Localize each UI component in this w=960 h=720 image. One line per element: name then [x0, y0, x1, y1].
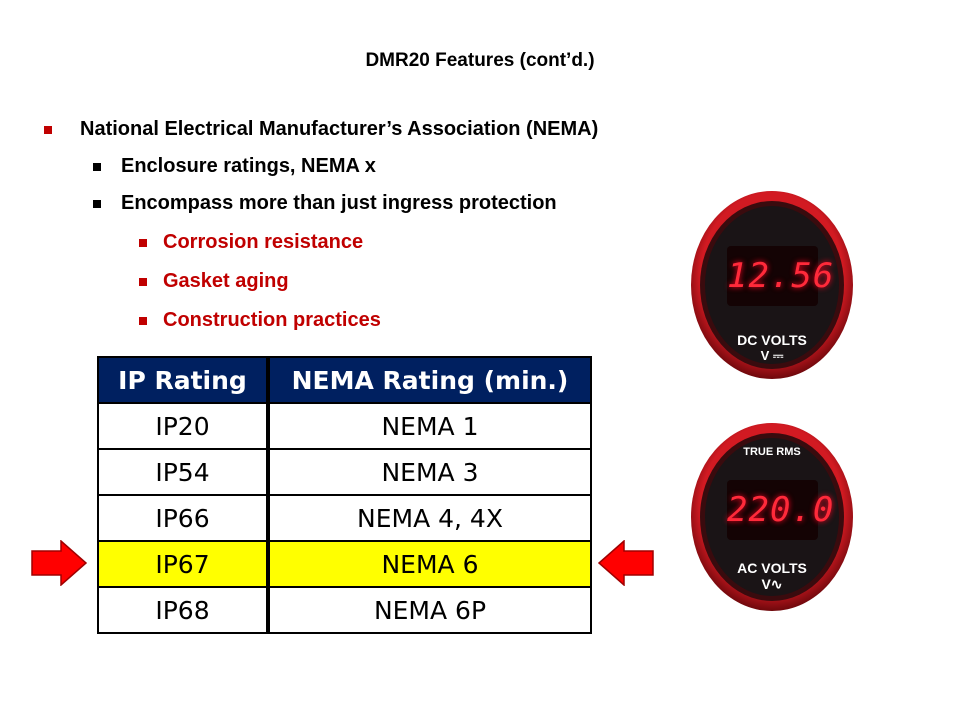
true-rms-label: TRUE RMS — [743, 446, 801, 458]
nema-cell: NEMA 6P — [267, 586, 592, 634]
table-row: IP20 NEMA 1 — [97, 402, 592, 450]
bullet-text: Encompass more than just ingress protect… — [121, 192, 557, 214]
nema-cell: NEMA 1 — [267, 402, 592, 450]
dc-volts-label: DC VOLTS — [737, 332, 807, 348]
dc-unit-label: V ⎓ — [760, 348, 784, 363]
ip-cell: IP54 — [97, 448, 270, 496]
bullet-enclosure-ratings: Enclosure ratings, NEMA x — [93, 155, 376, 178]
bullet-construction: Construction practices — [139, 309, 381, 332]
bullet-marker — [44, 126, 52, 134]
table-row: IP54 NEMA 3 — [97, 448, 592, 496]
table-row-highlighted: IP67 NEMA 6 — [97, 540, 592, 588]
bullet-corrosion: Corrosion resistance — [139, 231, 364, 254]
table-header-row: IP Rating NEMA Rating (min.) — [97, 356, 592, 404]
left-arrow-icon — [598, 540, 654, 586]
ac-voltmeter: TRUE RMS 220.0 AC VOLTS V∿ — [690, 422, 854, 612]
table-row: IP66 NEMA 4, 4X — [97, 494, 592, 542]
bullet-text: Gasket aging — [163, 270, 289, 292]
slide-title: DMR20 Features (cont’d.) — [365, 50, 595, 71]
ip-cell: IP67 — [97, 540, 270, 588]
header-nema-rating: NEMA Rating (min.) — [267, 356, 592, 404]
bullet-nema: National Electrical Manufacturer’s Assoc… — [44, 118, 599, 141]
ac-reading: 220.0 — [727, 490, 835, 530]
ip-cell: IP20 — [97, 402, 270, 450]
bullet-marker — [139, 317, 147, 325]
nema-cell: NEMA 4, 4X — [267, 494, 592, 542]
bullet-gasket: Gasket aging — [139, 270, 289, 293]
ac-unit-label: V∿ — [761, 576, 783, 592]
dc-display: 12.56 — [727, 246, 835, 306]
ip-nema-table: IP Rating NEMA Rating (min.) IP20 NEMA 1… — [97, 356, 592, 634]
dc-voltmeter: 12.56 DC VOLTS V ⎓ — [690, 190, 854, 380]
ac-volts-label: AC VOLTS — [737, 560, 807, 576]
ip-cell: IP68 — [97, 586, 270, 634]
bullet-text: National Electrical Manufacturer’s Assoc… — [80, 118, 599, 140]
dc-reading: 12.56 — [727, 256, 835, 296]
bullet-text: Construction practices — [163, 309, 381, 331]
right-arrow-icon — [31, 540, 87, 586]
ip-cell: IP66 — [97, 494, 270, 542]
bullet-marker — [93, 200, 101, 208]
bullet-text: Corrosion resistance — [163, 231, 364, 253]
header-ip-rating: IP Rating — [97, 356, 270, 404]
nema-cell: NEMA 3 — [267, 448, 592, 496]
bullet-marker — [93, 163, 101, 171]
meter-bezel-icon — [691, 191, 853, 379]
bullet-marker — [139, 239, 147, 247]
nema-cell: NEMA 6 — [267, 540, 592, 588]
table-row: IP68 NEMA 6P — [97, 586, 592, 634]
ac-display: 220.0 — [727, 480, 835, 540]
bullet-encompass: Encompass more than just ingress protect… — [93, 192, 557, 215]
bullet-marker — [139, 278, 147, 286]
bullet-text: Enclosure ratings, NEMA x — [121, 155, 376, 177]
